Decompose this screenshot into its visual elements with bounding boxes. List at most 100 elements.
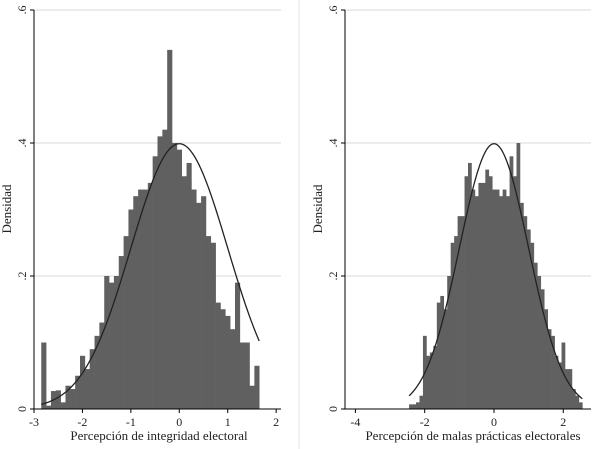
histogram-bar bbox=[429, 352, 434, 409]
histogram-bar bbox=[409, 404, 413, 409]
histogram-bar bbox=[530, 242, 535, 409]
histogram-bar bbox=[457, 216, 462, 409]
histogram-bar bbox=[540, 289, 545, 409]
histogram-bar bbox=[416, 402, 420, 409]
x-tick-label: 0 bbox=[176, 415, 182, 429]
histogram-bar bbox=[99, 322, 105, 409]
histogram-bar bbox=[447, 276, 451, 409]
y-axis-label-2: Densidad bbox=[310, 184, 325, 234]
histogram-bar bbox=[55, 390, 61, 409]
histogram-bar bbox=[509, 156, 514, 409]
plot-area-2: 0 .2 .4 .6 -4 -2 0 2 bbox=[326, 6, 591, 429]
normal-density-curve bbox=[41, 143, 260, 406]
histogram-bar bbox=[471, 189, 476, 409]
histogram-bar bbox=[225, 315, 231, 409]
histogram-bar bbox=[516, 143, 521, 409]
histogram-bar bbox=[162, 129, 168, 409]
histogram-bar bbox=[249, 385, 255, 409]
histogram-bar bbox=[113, 276, 120, 409]
histogram-bar bbox=[239, 342, 245, 409]
x-tick-label: 2 bbox=[560, 415, 566, 429]
histogram-bar bbox=[533, 262, 538, 409]
y-tick-label: .6 bbox=[326, 6, 340, 15]
histogram-bar bbox=[196, 202, 202, 409]
histogram-bar bbox=[474, 196, 479, 409]
histogram-bar bbox=[244, 342, 250, 409]
histogram-bar bbox=[565, 369, 569, 409]
histogram-bar bbox=[461, 216, 465, 409]
y-tick-label: 0 bbox=[15, 406, 29, 412]
x-tick-label: -2 bbox=[420, 415, 430, 429]
histogram-bar bbox=[172, 143, 178, 409]
histogram-bar bbox=[186, 162, 192, 409]
histogram-bar bbox=[464, 176, 469, 409]
y-tick-label: .2 bbox=[326, 272, 340, 281]
histogram-bar bbox=[147, 182, 153, 409]
histogram-bar bbox=[152, 156, 158, 409]
y-axis-label-1: Densidad bbox=[0, 184, 14, 234]
x-axis-label-2: Percepción de malas prácticas electorale… bbox=[365, 428, 580, 443]
histogram-bar bbox=[84, 369, 90, 409]
histogram-bar bbox=[502, 189, 507, 409]
histogram-bar bbox=[485, 169, 490, 409]
histogram-bar bbox=[488, 176, 493, 409]
histogram-bar bbox=[138, 189, 144, 409]
histogram-bar bbox=[205, 236, 212, 409]
histogram-bar bbox=[181, 176, 187, 409]
histogram-bar bbox=[519, 202, 524, 409]
histogram-bar bbox=[506, 196, 510, 409]
histogram-bar bbox=[128, 209, 134, 409]
histogram-bar bbox=[80, 355, 86, 409]
histogram-bar bbox=[157, 136, 163, 409]
chart-panel-malas-practicas: 0 .2 .4 .6 -4 -2 0 2 Percepción de malas prácti… bbox=[310, 6, 591, 443]
histogram-bar bbox=[443, 309, 448, 409]
histogram-bar bbox=[578, 402, 583, 409]
histogram-bar bbox=[167, 49, 173, 410]
y-tick-label: .6 bbox=[15, 6, 29, 15]
histogram-bar bbox=[544, 309, 548, 409]
histogram-bar bbox=[513, 176, 517, 409]
histogram-bar bbox=[412, 404, 417, 409]
histogram-bar bbox=[561, 342, 566, 409]
histogram-bar bbox=[433, 345, 438, 409]
histogram-bar bbox=[554, 355, 559, 409]
histogram-bar bbox=[123, 236, 129, 409]
histogram-bar bbox=[234, 282, 241, 409]
histogram-bar bbox=[254, 365, 260, 409]
histogram-bar bbox=[65, 385, 71, 409]
histogram-bar bbox=[176, 149, 183, 409]
histogram-bar bbox=[104, 276, 110, 409]
x-tick-label: -3 bbox=[29, 415, 39, 429]
histogram-bar bbox=[526, 229, 531, 409]
x-tick-label: 2 bbox=[273, 415, 279, 429]
y-tick-label: .2 bbox=[15, 272, 29, 281]
histogram-bar bbox=[436, 302, 441, 409]
x-tick-label: 0 bbox=[491, 415, 497, 429]
x-tick-label: -4 bbox=[350, 415, 360, 429]
histogram-bar bbox=[571, 389, 576, 409]
histogram-bar bbox=[94, 335, 100, 409]
histogram-bar bbox=[575, 395, 580, 409]
histogram-bar bbox=[568, 369, 573, 409]
histogram-bar bbox=[215, 302, 221, 409]
y-tick-label: .4 bbox=[326, 139, 340, 148]
histogram-bar bbox=[450, 242, 455, 409]
plot-area-1: 0 .2 .4 .6 -3 -2 -1 0 1 2 bbox=[15, 6, 281, 429]
histogram-bar bbox=[230, 329, 236, 409]
histogram-bar bbox=[481, 182, 486, 409]
histogram-bar bbox=[133, 196, 139, 409]
histogram-bar bbox=[454, 236, 458, 409]
histogram-bar bbox=[75, 375, 81, 409]
x-axis-label-1: Percepción de integridad electoral bbox=[70, 428, 248, 443]
histogram-bar bbox=[426, 355, 431, 409]
histogram-bar bbox=[46, 405, 52, 409]
histogram-bar bbox=[419, 395, 424, 409]
histogram-bar bbox=[492, 189, 497, 409]
histogram-bar bbox=[523, 216, 528, 409]
histogram-bar bbox=[468, 162, 472, 409]
histogram-bar bbox=[478, 182, 483, 409]
histogram-bar bbox=[558, 362, 562, 409]
normal-density-curve bbox=[408, 143, 583, 400]
histogram-bar bbox=[109, 282, 115, 409]
